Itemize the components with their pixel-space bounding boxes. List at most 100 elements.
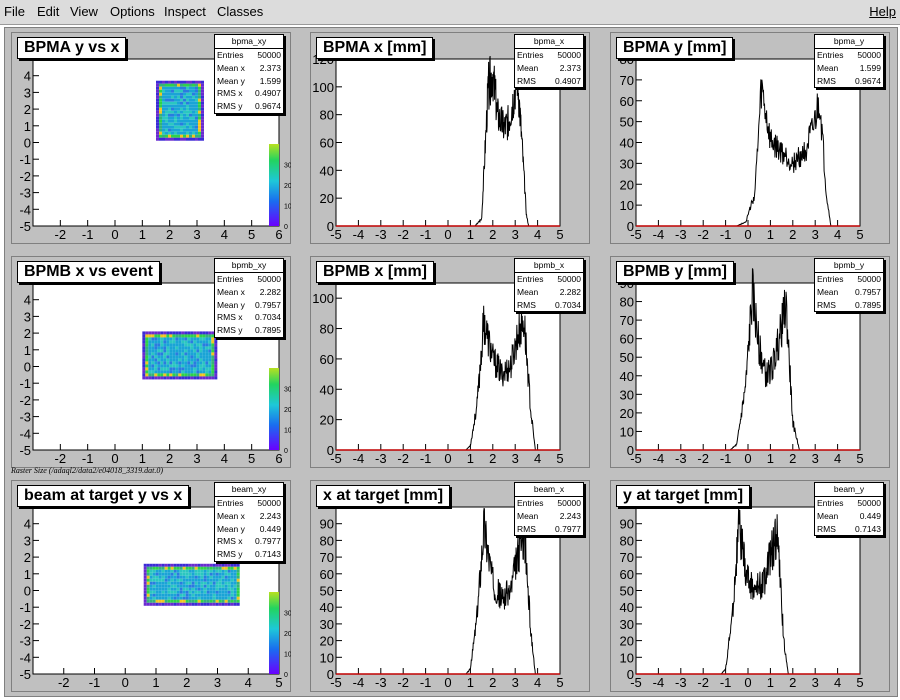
y-tick-label: 70 [620,313,634,328]
heatmap-cell [156,101,159,105]
heatmap-cell [198,101,201,105]
heatmap-cell [211,340,215,344]
heatmap-cell [203,572,207,576]
heatmap-cell [146,602,150,606]
x-tick-label: 6 [275,451,282,466]
heatmap-cell [152,572,156,576]
heatmap-cell [159,89,162,93]
stats-key: Mean [517,510,539,521]
menu-classes[interactable]: Classes [217,4,264,19]
heatmap-cell [157,343,161,347]
heatmap-cell [184,373,188,377]
heatmap-cell [175,331,179,335]
heatmap-cell [233,584,237,588]
heatmap-cell [164,566,168,570]
heatmap-cell [194,602,198,606]
x-tick-label: 2 [489,675,496,690]
heatmap-cell [165,80,168,84]
pad-beam-xy[interactable]: -2 -1 0 1 2 3 4 5 -5 -4 -3 -2 -1 0 1 2 3 4 0 10 20 30 beam at … [11,480,291,692]
heatmap-cell [159,83,162,87]
heatmap-cell [149,563,153,567]
heatmap-cell [192,80,195,84]
x-tick-label: 2 [183,675,190,690]
stats-key: Mean [517,62,539,73]
stats-value: 2.373 [259,62,281,73]
x-tick-label: -2 [397,451,409,466]
heatmap-cell [187,370,191,374]
stats-value: 0.7977 [555,523,581,534]
y-tick-label: 40 [320,163,334,178]
color-scale-label: 10 [284,204,291,211]
heatmap-cell [157,337,161,341]
heatmap-cell [163,376,167,380]
heatmap-cell [169,349,173,353]
heatmap-cell [199,346,203,350]
menu-inspect[interactable]: Inspect [164,4,206,19]
heatmap-cell [174,104,177,108]
heatmap-cell [209,575,213,579]
pad-bpma-xy[interactable]: -2 -1 0 1 2 3 4 5 6 -5 -4 -3 -2 -1 0 1 2 3 4 0 10 20 30 BPMA y … [11,32,291,244]
menu-file[interactable]: File [4,4,25,19]
heatmap-cell [161,569,165,573]
pad-bpma-x[interactable]: -5 -4 -3 -2 -1 0 1 2 3 4 5 0 20 40 60 80 100 120 BPMA x [m… [310,32,590,244]
heatmap-cell [192,98,195,102]
heatmap-cell [192,128,195,132]
heatmap-cell [185,581,189,585]
heatmap-cell [169,364,173,368]
heatmap-cell [193,370,197,374]
stats-value: 1.599 [259,75,281,86]
y-tick-label: 0 [24,136,31,151]
heatmap-cell [176,581,180,585]
heatmap-cell [194,575,198,579]
heatmap-cell [142,367,146,371]
pad-beam-x[interactable]: -5 -4 -3 -2 -1 0 1 2 3 4 5 0 10 20 30 40 50 60 70 80 90 x at … [310,480,590,692]
heatmap-cell [193,355,197,359]
heatmap-cell [182,578,186,582]
heatmap-cell [191,566,195,570]
heatmap-cell [188,569,192,573]
pad-beam-y[interactable]: -5 -4 -3 -2 -1 0 1 2 3 4 5 0 10 20 30 40 50 60 70 80 90 y at … [610,480,890,692]
heatmap-cell [233,572,237,576]
pad-bpma-y[interactable]: -5 -4 -3 -2 -1 0 1 2 3 4 5 0 10 20 30 40 50 60 70 80 BPMA y … [610,32,890,244]
heatmap-cell [186,137,189,141]
heatmap-cell [157,352,161,356]
heatmap-cell [203,581,207,585]
menu-view[interactable]: View [70,4,98,19]
menu-help[interactable]: Help [869,4,896,19]
x-tick-label: 3 [812,451,819,466]
heatmap-cell [208,367,212,371]
heatmap-cell [187,355,191,359]
heatmap-cell [178,349,182,353]
heatmap-cell [143,572,147,576]
heatmap-cell [183,98,186,102]
heatmap-cell [151,340,155,344]
heatmap-cell [203,587,207,591]
pad-bpmb-y[interactable]: -5 -4 -3 -2 -1 0 1 2 3 4 5 0 10 20 30 40 50 60 70 80 90 BPMB … [610,256,890,468]
heatmap-cell [166,364,170,368]
color-scale [269,144,279,226]
heatmap-cell [163,364,167,368]
heatmap-cell [169,367,173,371]
heatmap-cell [162,89,165,93]
heatmap-cell [177,89,180,93]
heatmap-cell [151,343,155,347]
heatmap-cell [165,95,168,99]
heatmap-cell [160,340,164,344]
heatmap-cell [175,358,179,362]
heatmap-cell [200,593,204,597]
heatmap-cell [171,101,174,105]
heatmap-cell [164,593,168,597]
menu-options[interactable]: Options [110,4,155,19]
heatmap-cell [184,367,188,371]
pad-bpmb-x[interactable]: -5 -4 -3 -2 -1 0 1 2 3 4 5 0 20 40 60 80 100 BPMB x [mm] b… [310,256,590,468]
heatmap-cell [212,599,216,603]
stats-value: 50000 [257,50,281,60]
pad-bpmb-xy[interactable]: -2 -1 0 1 2 3 4 5 6 -5 -4 -3 -2 -1 0 1 2 3 4 0 10 20 30 BPMB x … [11,256,291,468]
heatmap-cell [202,331,206,335]
stats-value: 0.9674 [855,75,881,86]
heatmap-cell [186,101,189,105]
heatmap-cell [201,116,204,120]
stats-value: 50000 [857,498,881,508]
menu-edit[interactable]: Edit [37,4,60,19]
heatmap-cell [205,373,209,377]
